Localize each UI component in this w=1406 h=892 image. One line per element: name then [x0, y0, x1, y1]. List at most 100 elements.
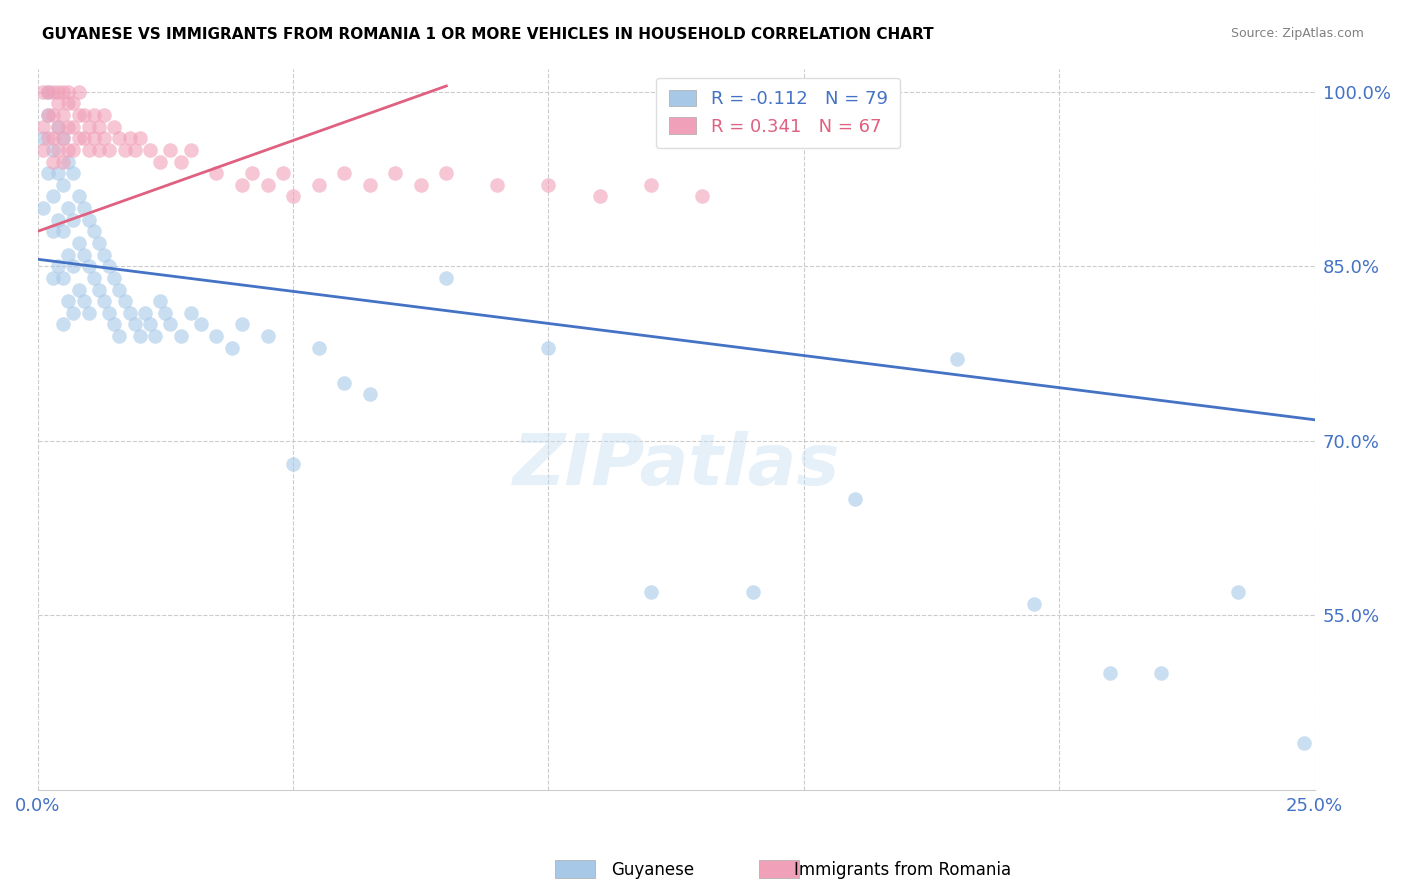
Point: [256, 178, 278, 192]
Point: [77, 212, 100, 227]
Point: [537, 341, 560, 355]
Point: [103, 318, 125, 332]
Point: [98, 143, 121, 157]
Point: [149, 294, 172, 309]
Point: [114, 143, 136, 157]
Point: [93, 294, 115, 309]
Point: [62, 143, 84, 157]
Point: [58, 96, 80, 111]
Point: [128, 131, 150, 145]
Point: [231, 178, 253, 192]
Point: [128, 329, 150, 343]
Point: [221, 341, 243, 355]
Point: [256, 329, 278, 343]
Point: [537, 178, 560, 192]
Point: [1227, 585, 1250, 599]
Point: [42, 189, 65, 203]
Legend: R = -0.112   N = 79, R = 0.341   N = 67: R = -0.112 N = 79, R = 0.341 N = 67: [657, 78, 900, 148]
Point: [67, 235, 90, 250]
Point: [52, 154, 75, 169]
Point: [87, 283, 110, 297]
Point: [281, 457, 304, 471]
Point: [58, 201, 80, 215]
Point: [37, 131, 59, 145]
Point: [31, 201, 53, 215]
Point: [159, 143, 181, 157]
Point: [124, 143, 146, 157]
Point: [690, 189, 713, 203]
Point: [67, 131, 90, 145]
Bar: [555, 860, 595, 878]
Point: [93, 108, 115, 122]
Point: [77, 120, 100, 134]
Text: GUYANESE VS IMMIGRANTS FROM ROMANIA 1 OR MORE VEHICLES IN HOUSEHOLD CORRELATION : GUYANESE VS IMMIGRANTS FROM ROMANIA 1 OR…: [42, 27, 934, 42]
Point: [73, 247, 96, 261]
Point: [46, 143, 69, 157]
Point: [98, 259, 121, 273]
Point: [37, 108, 59, 122]
Point: [333, 376, 356, 390]
Point: [159, 318, 181, 332]
Point: [1294, 736, 1316, 750]
Point: [46, 166, 69, 180]
Point: [205, 166, 228, 180]
Point: [62, 120, 84, 134]
Point: [281, 189, 304, 203]
Point: [108, 283, 131, 297]
Point: [180, 306, 202, 320]
Point: [46, 96, 69, 111]
Point: [58, 85, 80, 99]
Point: [103, 120, 125, 134]
Point: [139, 143, 162, 157]
Point: [37, 85, 59, 99]
Point: [155, 306, 177, 320]
Text: Guyanese: Guyanese: [612, 861, 695, 879]
Point: [62, 306, 84, 320]
Point: [52, 108, 75, 122]
Point: [118, 131, 141, 145]
Point: [124, 318, 146, 332]
Point: [98, 306, 121, 320]
Point: [359, 178, 381, 192]
Point: [434, 271, 457, 285]
Point: [384, 166, 406, 180]
Point: [149, 154, 172, 169]
Point: [409, 178, 432, 192]
Text: Source: ZipAtlas.com: Source: ZipAtlas.com: [1230, 27, 1364, 40]
Bar: [759, 860, 799, 878]
Point: [87, 120, 110, 134]
Point: [118, 306, 141, 320]
Point: [42, 143, 65, 157]
Point: [52, 131, 75, 145]
Point: [42, 85, 65, 99]
Point: [434, 166, 457, 180]
Point: [114, 294, 136, 309]
Point: [77, 306, 100, 320]
Point: [1099, 666, 1122, 681]
Point: [42, 271, 65, 285]
Point: [58, 120, 80, 134]
Point: [42, 224, 65, 238]
Point: [62, 259, 84, 273]
Point: [46, 120, 69, 134]
Point: [37, 166, 59, 180]
Point: [58, 294, 80, 309]
Point: [62, 212, 84, 227]
Point: [205, 329, 228, 343]
Point: [640, 178, 662, 192]
Point: [52, 271, 75, 285]
Point: [37, 108, 59, 122]
Point: [103, 271, 125, 285]
Point: [640, 585, 662, 599]
Text: ZIPatlas: ZIPatlas: [513, 431, 839, 500]
Point: [73, 294, 96, 309]
Point: [108, 329, 131, 343]
Point: [46, 212, 69, 227]
Point: [486, 178, 509, 192]
Point: [46, 85, 69, 99]
Point: [52, 178, 75, 192]
Point: [77, 259, 100, 273]
Point: [359, 387, 381, 401]
Point: [108, 131, 131, 145]
Point: [240, 166, 263, 180]
